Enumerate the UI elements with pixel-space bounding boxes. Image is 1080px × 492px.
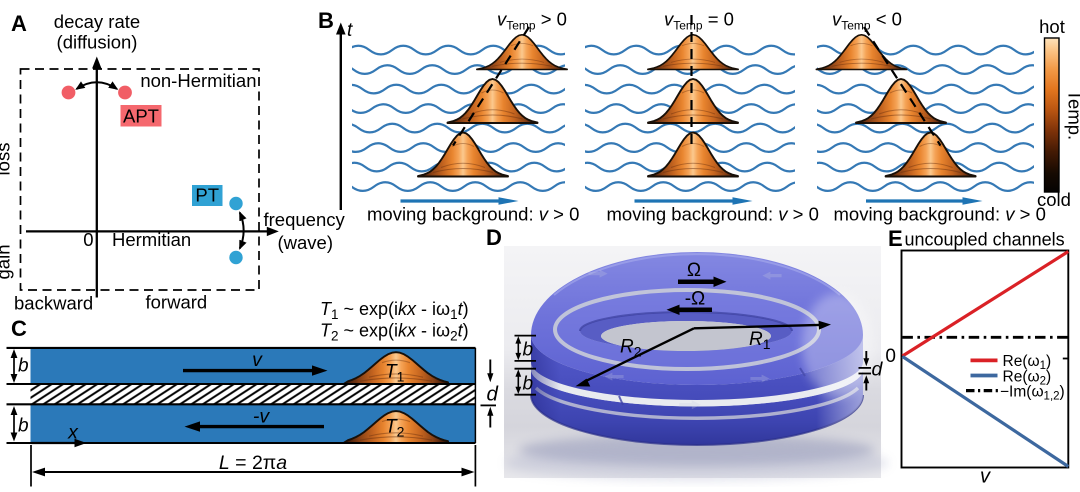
svg-text:(wave): (wave) xyxy=(278,232,334,253)
svg-text:C: C xyxy=(11,316,27,341)
svg-text:gain: gain xyxy=(0,245,14,280)
svg-text:E: E xyxy=(888,226,903,251)
svg-text:T2 ~ exp(ikx - iω2t): T2 ~ exp(ikx - iω2t) xyxy=(320,321,469,344)
svg-text:A: A xyxy=(11,11,27,36)
svg-text:cold: cold xyxy=(1037,189,1071,210)
svg-text:L = 2πa: L = 2πa xyxy=(219,452,287,474)
svg-text:loss: loss xyxy=(0,143,14,176)
svg-text:uncoupled channels: uncoupled channels xyxy=(905,230,1065,250)
svg-text:moving background: v > 0: moving background: v > 0 xyxy=(367,204,579,225)
svg-text:v: v xyxy=(980,466,991,488)
svg-text:non-Hermitian: non-Hermitian xyxy=(140,70,256,91)
svg-text:T1 ~ exp(ikx - iω1t): T1 ~ exp(ikx - iω1t) xyxy=(320,299,469,322)
svg-text:d: d xyxy=(872,359,884,381)
svg-text:APT: APT xyxy=(123,106,159,127)
svg-text:b: b xyxy=(18,356,29,377)
svg-text:0: 0 xyxy=(885,346,896,367)
svg-text:t: t xyxy=(347,20,353,41)
svg-text:PT: PT xyxy=(195,185,219,206)
svg-text:Ω: Ω xyxy=(687,260,701,281)
svg-text:Temp.: Temp. xyxy=(1065,90,1080,140)
svg-text:decay rate: decay rate xyxy=(54,11,140,32)
svg-text:(diffusion): (diffusion) xyxy=(57,32,138,53)
svg-text:v: v xyxy=(252,349,263,371)
svg-text:x: x xyxy=(67,422,79,444)
svg-text:backward: backward xyxy=(14,293,93,314)
svg-text:B: B xyxy=(318,8,334,33)
svg-text:Hermitian: Hermitian xyxy=(112,229,191,250)
svg-text:-Ω: -Ω xyxy=(685,289,706,310)
svg-text:frequency: frequency xyxy=(264,209,346,230)
svg-text:forward: forward xyxy=(146,292,208,313)
svg-text:b: b xyxy=(523,340,534,361)
svg-text:D: D xyxy=(486,225,502,250)
svg-text:0: 0 xyxy=(83,229,93,250)
svg-text:moving background: v > 0: moving background: v > 0 xyxy=(834,204,1046,225)
svg-text:moving background: v > 0: moving background: v > 0 xyxy=(607,204,819,225)
svg-text:-v: -v xyxy=(253,406,270,428)
svg-text:b: b xyxy=(523,374,534,395)
svg-text:hot: hot xyxy=(1039,16,1065,37)
svg-text:b: b xyxy=(18,416,29,437)
svg-text:d: d xyxy=(487,383,499,406)
